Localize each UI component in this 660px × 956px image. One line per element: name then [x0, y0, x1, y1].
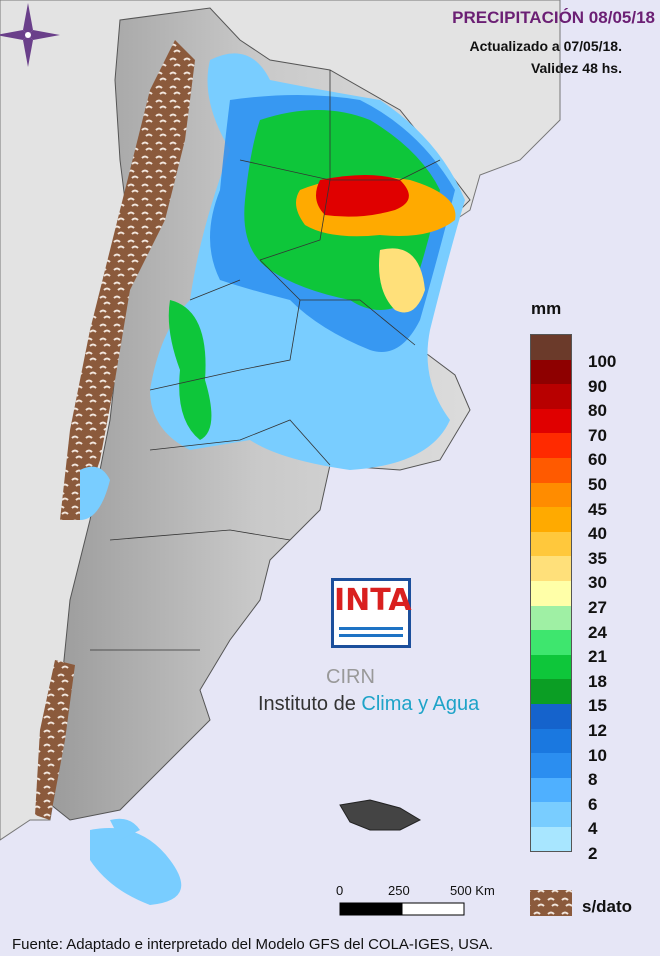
legend-swatch [531, 605, 571, 631]
legend-label: 35 [588, 548, 607, 568]
legend-unit: mm [531, 299, 562, 318]
no-data-swatch [530, 890, 572, 916]
legend-label: 6 [588, 794, 598, 814]
legend-label: 70 [588, 425, 607, 445]
legend-label: 10 [588, 745, 607, 765]
legend-label: 8 [588, 770, 598, 790]
scale-label-500: 500 Km [450, 883, 495, 898]
legend-label: 27 [588, 598, 607, 617]
legend-label: 4 [588, 819, 598, 839]
legend-color-bar [530, 334, 572, 853]
legend-swatch [531, 408, 571, 434]
legend-label: 60 [588, 450, 607, 470]
legend-swatch [531, 630, 571, 655]
malvinas-islands [339, 799, 422, 831]
legend-swatch [531, 654, 571, 680]
legend-label: 100 [588, 352, 617, 371]
scale-label-0: 0 [336, 883, 344, 898]
legend-label: 50 [588, 475, 607, 494]
legend-label: 80 [588, 401, 607, 421]
inta-logo-text: INTA [334, 583, 412, 618]
institute-name: Instituto de Clima y Agua [258, 693, 479, 716]
legend-label: 90 [588, 376, 607, 396]
precipitation-field [80, 53, 465, 905]
legend-swatch [531, 802, 571, 827]
legend-label: 2 [588, 844, 598, 863]
legend-label: 21 [588, 647, 607, 667]
updated-date: Actualizado a 07/05/18. [469, 38, 622, 54]
legend-swatch [531, 728, 571, 754]
legend-swatch [531, 753, 571, 778]
institute-accent: Clima y Agua [361, 693, 480, 715]
compass-rose-icon [0, 3, 60, 67]
source-footer: Fuente: Adaptado e interpretado del Mode… [12, 936, 494, 953]
legend-swatch [531, 531, 571, 557]
legend-swatch [531, 433, 571, 458]
cirn-text: CIRN [326, 666, 375, 688]
legend-label: 30 [588, 573, 607, 593]
legend-label: 24 [588, 622, 607, 642]
legend-label: 12 [588, 721, 607, 740]
legend-swatch [531, 556, 571, 581]
map-title: PRECIPITACIÓN 08/05/18 [452, 8, 655, 27]
legend-swatch [531, 482, 571, 508]
province-borders [90, 70, 441, 651]
legend-swatch [531, 580, 571, 606]
no-data-andes [60, 40, 195, 520]
legend-label: 40 [588, 524, 607, 544]
legend-swatch [531, 777, 571, 803]
legend-label: 18 [588, 671, 607, 691]
scale-bar [339, 902, 465, 916]
inta-logo: INTA [331, 578, 412, 648]
no-data-label: s/dato [582, 897, 633, 916]
scale-label-250: 250 [388, 883, 410, 898]
legend-swatch [531, 457, 571, 483]
legend-swatch [531, 703, 571, 729]
legend-swatch-top [531, 335, 571, 360]
legend-swatch [531, 679, 571, 704]
legend-swatch [531, 359, 571, 385]
no-data-andes-south [35, 660, 75, 820]
validity-text: Validez 48 hs. [530, 60, 622, 76]
legend-swatch [531, 826, 571, 852]
legend-label: 15 [588, 696, 607, 716]
legend-swatch [531, 507, 571, 532]
legend-swatch [531, 384, 571, 409]
legend-label: 45 [588, 499, 607, 519]
institute-prefix: Instituto de [258, 693, 356, 715]
